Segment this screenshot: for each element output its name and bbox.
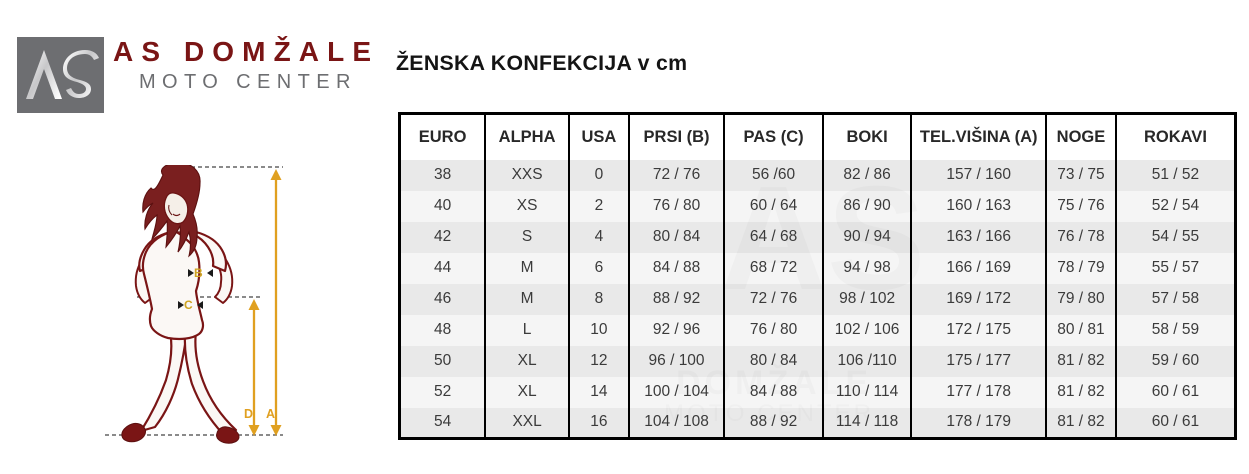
svg-text:B: B <box>194 266 203 280</box>
svg-text:C: C <box>184 298 193 312</box>
svg-text:D: D <box>244 407 253 421</box>
svg-text:A: A <box>266 407 275 421</box>
